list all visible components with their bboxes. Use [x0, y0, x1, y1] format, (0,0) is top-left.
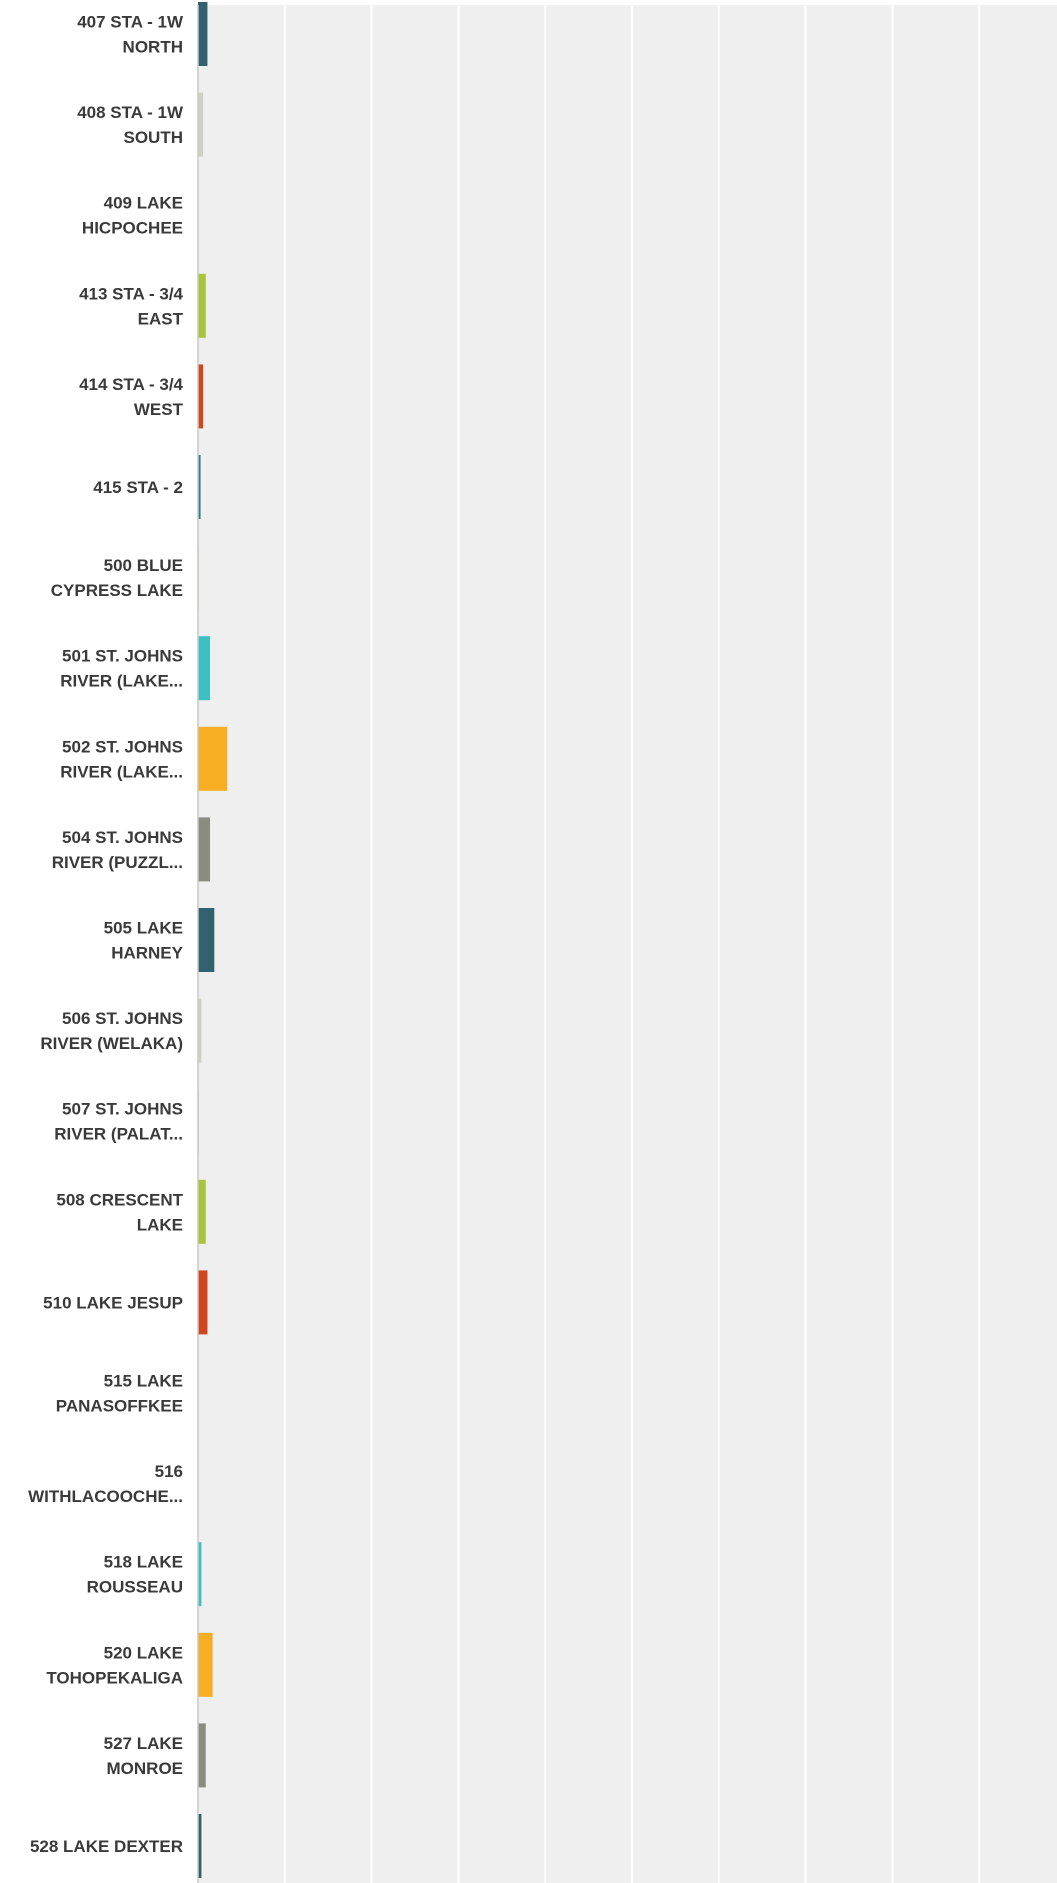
category-label-line: 506 ST. JOHNS — [62, 1009, 183, 1028]
category-label-line: 515 LAKE — [104, 1372, 183, 1391]
bar[interactable] — [198, 1270, 208, 1335]
bar[interactable] — [198, 1814, 202, 1878]
category-label-line: RIVER (LAKE... — [60, 672, 183, 691]
category-label-line: RIVER (PALAT... — [54, 1125, 183, 1144]
category-label: 520 LAKE TOHOPEKALIGA — [46, 1643, 183, 1687]
category-label-line: 500 BLUE — [104, 556, 183, 575]
category-label: 515 LAKE PANASOFFKEE — [56, 1372, 183, 1416]
category-label-line: 413 STA - 3/4 — [79, 284, 183, 303]
bar[interactable] — [198, 1179, 206, 1244]
category-label: 415 STA - 2 — [93, 478, 183, 497]
category-label-line: RIVER (PUZZL... — [52, 853, 183, 872]
category-label-line: 415 STA - 2 — [93, 478, 183, 497]
category-label-line: 507 ST. JOHNS — [62, 1100, 183, 1119]
bars — [198, 2, 228, 1878]
bar[interactable] — [198, 2, 208, 66]
category-label-line: EAST — [138, 309, 184, 328]
category-label-line: HICPOCHEE — [82, 219, 183, 238]
bar[interactable] — [198, 908, 215, 972]
bar[interactable] — [198, 1632, 213, 1697]
category-label-line: RIVER (LAKE... — [60, 762, 183, 781]
category-label: 414 STA - 3/4 WEST — [79, 375, 184, 419]
category-label-line: 502 ST. JOHNS — [62, 737, 183, 756]
bar[interactable] — [198, 998, 202, 1063]
category-label: 501 ST. JOHNS RIVER (LAKE... — [60, 647, 183, 691]
category-label: 516 WITHLACOOCHE... — [28, 1462, 183, 1506]
bar[interactable] — [198, 817, 211, 882]
gridlines — [283, 5, 981, 1883]
category-label-line: 504 ST. JOHNS — [62, 828, 183, 847]
category-label: 528 LAKE DEXTER — [30, 1837, 183, 1856]
category-label: 507 ST. JOHNS RIVER (PALAT... — [54, 1100, 183, 1144]
category-label: 518 LAKE ROUSSEAU — [87, 1553, 183, 1597]
category-label: 527 LAKE MONROE — [104, 1734, 183, 1778]
category-label: 506 ST. JOHNS RIVER (WELAKA) — [40, 1009, 183, 1053]
category-label-line: 516 — [155, 1462, 183, 1481]
category-label: 408 STA - 1W SOUTH — [77, 103, 184, 147]
category-label-line: TOHOPEKALIGA — [46, 1668, 183, 1687]
category-label-line: HARNEY — [111, 944, 183, 963]
category-label: 510 LAKE JESUP — [43, 1293, 183, 1312]
bar[interactable] — [198, 92, 204, 157]
category-label-line: 408 STA - 1W — [77, 103, 184, 122]
category-label-line: SOUTH — [124, 128, 184, 147]
category-label-line: ROUSSEAU — [87, 1578, 183, 1597]
category-label-line: 528 LAKE DEXTER — [30, 1837, 183, 1856]
category-label-line: 414 STA - 3/4 — [79, 375, 183, 394]
category-label: 504 ST. JOHNS RIVER (PUZZL... — [52, 828, 183, 872]
category-label-line: 501 ST. JOHNS — [62, 647, 183, 666]
bar[interactable] — [198, 364, 204, 429]
category-label: 502 ST. JOHNS RIVER (LAKE... — [60, 737, 183, 781]
category-label-line: RIVER (WELAKA) — [40, 1034, 183, 1053]
bar[interactable] — [198, 455, 201, 519]
category-label: 505 LAKE HARNEY — [104, 919, 184, 963]
bar[interactable] — [198, 1542, 202, 1607]
plot-area — [198, 5, 1057, 1883]
category-label-line: WITHLACOOCHE... — [28, 1487, 183, 1506]
category-label: 409 LAKE HICPOCHEE — [82, 194, 183, 238]
category-label: 500 BLUE CYPRESS LAKE — [51, 556, 183, 600]
bar[interactable] — [198, 1723, 206, 1788]
category-label-line: 520 LAKE — [104, 1643, 183, 1662]
category-label-line: 510 LAKE JESUP — [43, 1293, 183, 1312]
category-label-line: 527 LAKE — [104, 1734, 183, 1753]
category-label-line: 505 LAKE — [104, 919, 183, 938]
category-label-line: 518 LAKE — [104, 1553, 183, 1572]
category-label-line: PANASOFFKEE — [56, 1397, 183, 1416]
bar[interactable] — [198, 273, 206, 338]
category-label-line: NORTH — [123, 38, 183, 57]
bar[interactable] — [198, 726, 228, 791]
category-label: 508 CRESCENT LAKE — [56, 1190, 183, 1234]
category-label-line: 407 STA - 1W — [77, 13, 184, 32]
category-label-line: WEST — [134, 400, 184, 419]
category-label: 407 STA - 1W NORTH — [77, 13, 184, 57]
category-label-line: MONROE — [107, 1759, 184, 1778]
category-label-line: LAKE — [137, 1215, 183, 1234]
category-label-line: 508 CRESCENT — [56, 1190, 183, 1209]
category-label: 413 STA - 3/4 EAST — [79, 284, 184, 328]
bar[interactable] — [198, 636, 211, 701]
category-label-line: 409 LAKE — [104, 194, 183, 213]
category-label-line: CYPRESS LAKE — [51, 581, 183, 600]
category-labels: 407 STA - 1W NORTH 408 STA - 1W SOUTH 409 LA… — [28, 13, 184, 1857]
